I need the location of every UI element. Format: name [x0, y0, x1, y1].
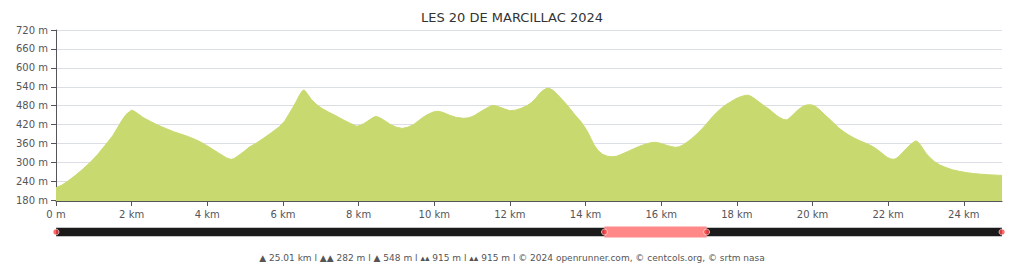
svg-text:2 km: 2 km	[119, 209, 144, 220]
svg-text:660 m: 660 m	[16, 43, 48, 54]
svg-text:20 km: 20 km	[797, 209, 828, 220]
svg-text:22 km: 22 km	[872, 209, 903, 220]
svg-text:300 m: 300 m	[16, 157, 48, 168]
svg-text:240 m: 240 m	[16, 176, 48, 187]
svg-text:8 km: 8 km	[346, 209, 371, 220]
svg-text:10 km: 10 km	[419, 209, 450, 220]
svg-text:6 km: 6 km	[270, 209, 295, 220]
svg-text:24 km: 24 km	[948, 209, 979, 220]
svg-text:360 m: 360 m	[16, 138, 48, 149]
svg-text:14 km: 14 km	[570, 209, 601, 220]
svg-text:16 km: 16 km	[645, 209, 676, 220]
svg-text:LES 20 DE MARCILLAC 2024: LES 20 DE MARCILLAC 2024	[421, 10, 603, 25]
svg-text:540 m: 540 m	[16, 81, 48, 92]
svg-text:720 m: 720 m	[16, 25, 48, 36]
svg-text:4 km: 4 km	[195, 209, 220, 220]
svg-text:420 m: 420 m	[16, 119, 48, 130]
svg-text:180 m: 180 m	[16, 195, 48, 206]
svg-text:600 m: 600 m	[16, 62, 48, 73]
svg-text:18 km: 18 km	[721, 209, 752, 220]
svg-text:0 m: 0 m	[46, 209, 65, 220]
svg-text:▲ 25.01 km l ▲▲ 282 m l ▲ 548: ▲ 25.01 km l ▲▲ 282 m l ▲ 548 m l ▴▴ 915…	[259, 253, 765, 263]
svg-text:480 m: 480 m	[16, 100, 48, 111]
svg-text:12 km: 12 km	[494, 209, 525, 220]
